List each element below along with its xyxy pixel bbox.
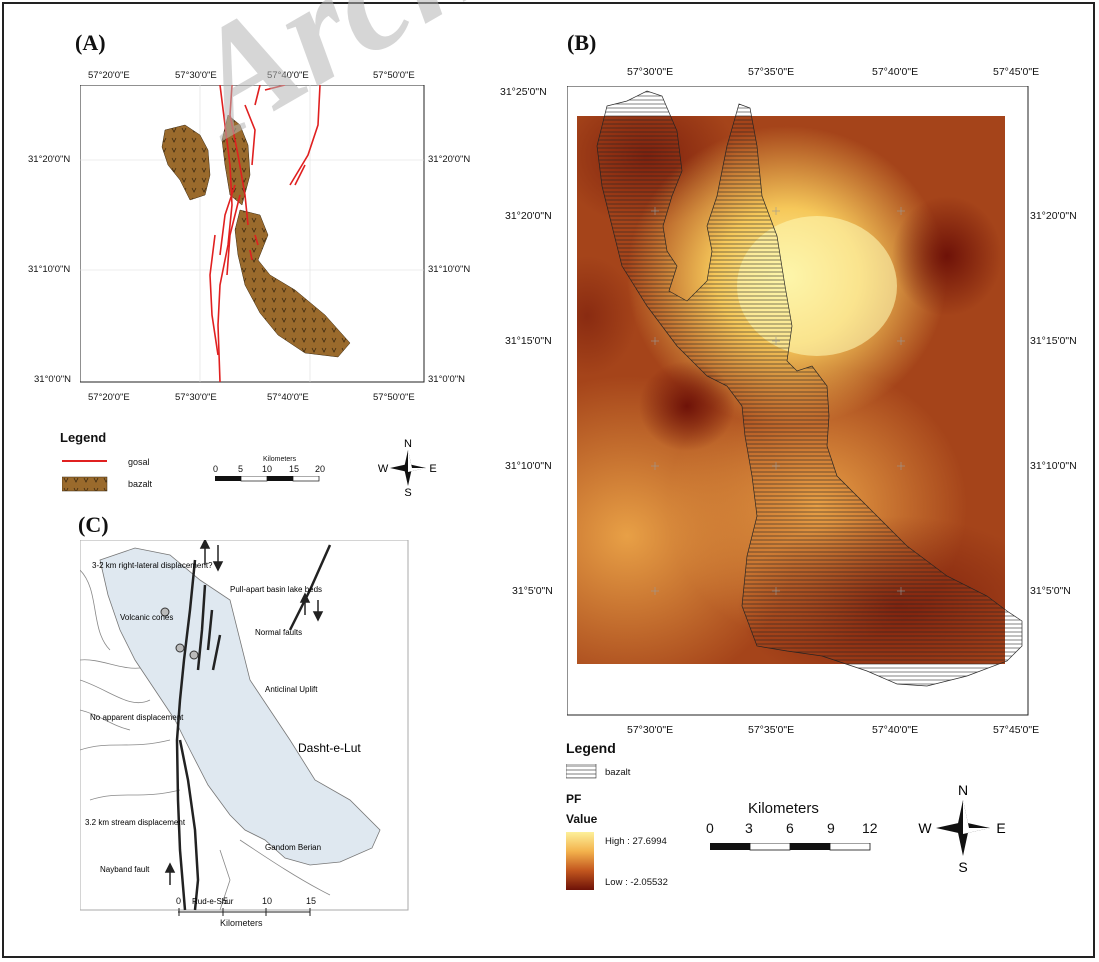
panel-a-bottom-tick-3: 57°40'0"E	[267, 392, 309, 403]
panel-b-top-tick-3: 57°40'0"E	[872, 66, 919, 78]
nayband-fault	[175, 559, 197, 911]
panel-a-label: (A)	[75, 30, 106, 55]
panel-a-top-tick-2: 57°30'0"E	[175, 70, 217, 81]
panel-a-compass-s: S	[404, 487, 411, 498]
panel-b-scale-tick-2: 6	[786, 820, 794, 836]
panel-b-right-tick-2: 31°15'0"N	[1030, 335, 1077, 347]
panel-b-left-tick-5: 31°5'0"N	[512, 585, 553, 597]
panel-b-legend-low: Low : -2.05532	[605, 877, 668, 888]
panel-b-right-tick-3: 31°10'0"N	[1030, 460, 1077, 472]
panel-a-scale-unit: Kilometers	[263, 456, 297, 463]
panel-b-legend-gradient	[566, 832, 594, 890]
panel-a-scale-bar	[215, 476, 320, 482]
panel-b-top-tick-4: 57°45'0"E	[993, 66, 1040, 78]
panel-c-label-gandom-berian: Gandom Berian	[265, 843, 321, 852]
panel-a-left-tick-1: 31°20'0"N	[28, 154, 71, 165]
panel-a-top-tick-4: 57°50'0"E	[373, 70, 415, 81]
panel-a-bottom-tick-4: 57°50'0"E	[373, 392, 415, 403]
panel-a-left-tick-2: 31°10'0"N	[28, 264, 71, 275]
panel-b-top-tick-2: 57°35'0"E	[748, 66, 795, 78]
panel-c-scale-tick-2: 10	[262, 896, 273, 906]
panel-a-scale-tick-3: 15	[289, 464, 300, 474]
panel-c-label-nayband-fault: Nayband fault	[100, 865, 150, 874]
panel-b-right-tick-4: 31°5'0"N	[1030, 585, 1071, 597]
panel-a-compass-n: N	[404, 438, 412, 450]
panel-c-label-anticlinal: Anticlinal Uplift	[265, 685, 318, 694]
panel-b-north-arrow-icon: N S W E	[918, 782, 1005, 875]
panel-c-scale-tick-3: 15	[306, 896, 317, 906]
panel-b-bottom-tick-2: 57°35'0"E	[748, 724, 795, 736]
panel-a-legend-title: Legend	[60, 430, 107, 445]
panel-c-label: (C)	[78, 512, 109, 537]
panel-b-label: (B)	[567, 30, 597, 55]
panel-a-map	[80, 85, 425, 383]
panel-c-label-displacement: 3-2 km right-lateral displacement?	[92, 561, 213, 570]
panel-a-top-tick-3: 57°40'0"E	[267, 70, 309, 81]
panel-c-label-normal-faults: Normal faults	[255, 628, 302, 637]
panel-a-legend-gosal: gosal	[128, 457, 150, 467]
panel-b-scale-unit: Kilometers	[748, 800, 819, 817]
panel-c-scale-unit: Kilometers	[220, 918, 263, 928]
bazalt-hatch-polygon	[596, 90, 1023, 687]
basalt-polygon-west	[161, 124, 211, 201]
panel-c-map: 3-2 km right-lateral displacement? Pull-…	[80, 540, 409, 911]
panel-a-legend-swatches	[62, 460, 108, 492]
panel-a-legend-bazalt: bazalt	[128, 479, 153, 489]
panel-a-scale-tick-4: 20	[315, 464, 326, 474]
panel-c-scale-tick-1: 5	[223, 896, 229, 906]
panel-a-left-tick-3: 31°0'0"N	[34, 374, 71, 385]
panel-a-scale-tick-0: 0	[213, 464, 219, 474]
panel-c-label-volcanic: Volcanic cones	[120, 613, 173, 622]
panel-a-compass-w: W	[378, 463, 389, 475]
panel-b-scale-tick-3: 9	[827, 820, 835, 836]
panel-b-legend-bazalt: bazalt	[605, 767, 631, 778]
panel-b-left-tick-1: 31°25'0"N	[500, 86, 547, 98]
fault-lines	[209, 85, 321, 383]
panel-b-compass-w: W	[918, 820, 932, 836]
panel-b-left-tick-4: 31°10'0"N	[505, 460, 552, 472]
panel-b-left-tick-3: 31°15'0"N	[505, 335, 552, 347]
panel-b-legend-value: Value	[566, 812, 598, 826]
panel-a-bottom-tick-1: 57°20'0"E	[88, 392, 130, 403]
panel-b-legend-pf: PF	[566, 792, 582, 806]
panel-b-scale-tick-1: 3	[745, 820, 753, 836]
panel-b-top-tick-1: 57°30'0"E	[627, 66, 674, 78]
panel-b-scale-tick-0: 0	[706, 820, 714, 836]
panel-b-map	[567, 86, 1029, 716]
panel-b-bottom-tick-1: 57°30'0"E	[627, 724, 674, 736]
panel-b-legend-bazalt-swatch	[566, 764, 597, 779]
panel-b-bottom-tick-4: 57°45'0"E	[993, 724, 1040, 736]
panel-a-bottom-tick-2: 57°30'0"E	[175, 392, 217, 403]
basalt-polygon-south	[234, 209, 351, 358]
panel-a-north-arrow-icon: N S W E	[378, 438, 437, 498]
panel-a-right-tick-1: 31°20'0"N	[428, 154, 471, 165]
panel-b-compass-s: S	[958, 859, 967, 875]
panel-a-scale-tick-2: 10	[262, 464, 273, 474]
panel-b-compass-e: E	[996, 820, 1005, 836]
panel-b-scale-bar	[710, 843, 871, 851]
panel-c-label-dasht-e-lut: Dasht-e-Lut	[298, 741, 361, 755]
panel-b-right-tick-1: 31°20'0"N	[1030, 210, 1077, 222]
panel-a-right-tick-3: 31°0'0"N	[428, 374, 465, 385]
panel-b-legend-title: Legend	[566, 740, 616, 756]
panel-a-right-tick-2: 31°10'0"N	[428, 264, 471, 275]
panel-b-compass-n: N	[958, 782, 968, 798]
panel-a-top-tick-1: 57°20'0"E	[88, 70, 130, 81]
panel-c-label-pull-apart: Pull-apart basin lake beds	[230, 585, 322, 594]
panel-c-scale-tick-0: 0	[176, 896, 182, 906]
panel-b-left-tick-2: 31°20'0"N	[505, 210, 552, 222]
panel-c-label-stream-displacement: 3.2 km stream displacement	[85, 818, 186, 827]
panel-c-label-rud-e-shur: Rud-e-Shur	[192, 897, 234, 906]
panel-b-bottom-tick-3: 57°40'0"E	[872, 724, 919, 736]
dasht-e-lut-basin	[99, 547, 381, 866]
panel-a-scale-tick-1: 5	[238, 464, 244, 474]
panel-b-scale-tick-4: 12	[862, 820, 878, 836]
panel-c-label-no-displacement: No apparent displacement	[90, 713, 184, 722]
panel-b-legend-high: High : 27.6994	[605, 836, 667, 847]
panel-a-compass-e: E	[429, 463, 436, 475]
panel-c-scale-bar	[178, 908, 311, 916]
